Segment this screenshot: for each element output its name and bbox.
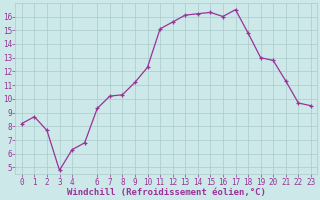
X-axis label: Windchill (Refroidissement éolien,°C): Windchill (Refroidissement éolien,°C)	[67, 188, 266, 197]
